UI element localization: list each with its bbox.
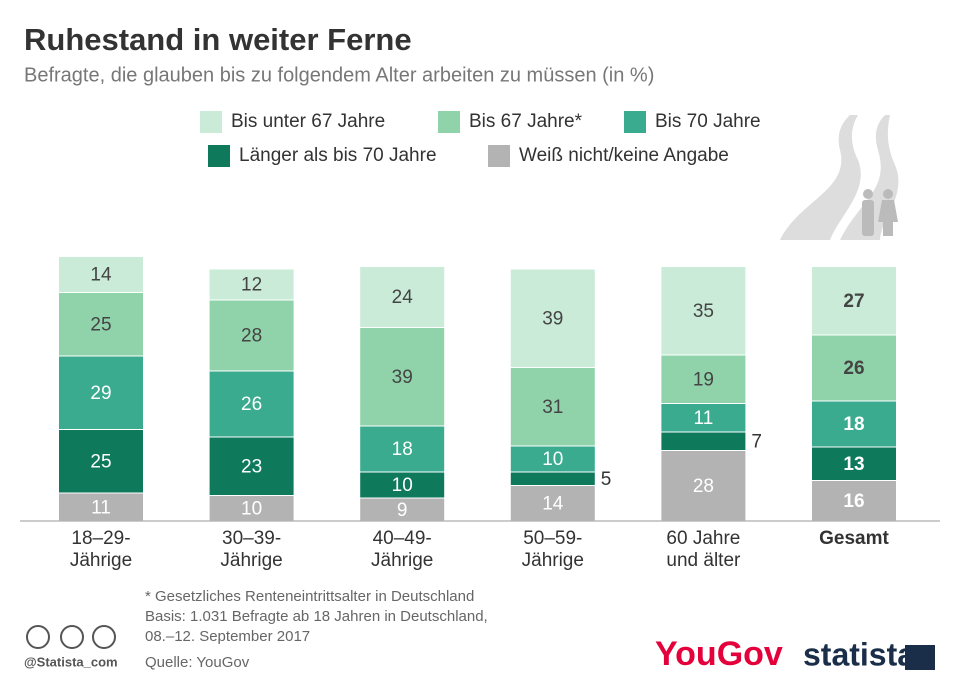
data-label: 23: [241, 456, 262, 477]
bar-segment: [510, 368, 595, 446]
cc-icons: [26, 625, 116, 649]
subtitle: Befragte, die glauben bis zu folgendem A…: [24, 64, 654, 86]
legend-swatch: [488, 145, 510, 167]
bar-segment: [360, 426, 445, 472]
data-label: 25: [90, 314, 111, 335]
bar-segment: [360, 328, 445, 426]
bar-segment: [59, 356, 143, 429]
legend-swatch: [200, 111, 222, 133]
x-tick-label: 18–29-Jährige: [69, 528, 133, 571]
data-label: 28: [241, 326, 262, 347]
bar-segment: [510, 486, 595, 521]
data-label: 29: [90, 383, 111, 404]
x-tick-label: 30–39-Jährige: [220, 528, 283, 571]
data-label: 18: [392, 439, 413, 460]
data-label: 10: [241, 499, 262, 520]
brand-statista: statista: [803, 636, 915, 672]
data-label: 10: [542, 449, 563, 470]
bar-segment: [812, 447, 896, 480]
data-label: 35: [693, 301, 714, 322]
data-label: 9: [397, 500, 408, 521]
data-label: 27: [843, 291, 864, 312]
bar-segment: [209, 300, 294, 371]
legend-label: Weiß nicht/keine Angabe: [519, 145, 729, 166]
bar-segment: [360, 267, 445, 327]
footnote: 08.–12. September 2017: [145, 628, 310, 645]
road-icon: [780, 115, 899, 240]
data-label: 26: [843, 358, 864, 379]
data-label: 26: [241, 394, 262, 415]
data-label: 25: [90, 451, 111, 472]
brand-yougov: YouGov: [655, 635, 783, 673]
bar-segment: [812, 267, 896, 335]
bar-segment: [360, 498, 445, 521]
bar-segment: [812, 335, 896, 401]
bar-segment: [661, 404, 746, 432]
data-label: 11: [694, 408, 714, 429]
bar-segment: [209, 437, 294, 495]
footnote: Basis: 1.031 Befragte ab 18 Jahren in De…: [145, 608, 488, 625]
bar-segment: [360, 472, 445, 498]
bar-segment: [661, 451, 746, 521]
bar-segment: [209, 269, 294, 300]
bar-segment: [812, 401, 896, 447]
legend-swatch: [208, 145, 230, 167]
data-label: 14: [542, 494, 564, 515]
legend-swatch: [438, 111, 460, 133]
bar-segment: [209, 371, 294, 437]
data-label: 24: [392, 287, 414, 308]
chart-title: Ruhestand in weiter Ferne: [24, 22, 412, 57]
bar-segment: [59, 430, 143, 493]
data-label: 31: [542, 397, 563, 418]
x-tick-label: Gesamt: [819, 528, 889, 549]
data-label: 12: [241, 275, 262, 296]
statista-logo-mark: [905, 645, 935, 670]
bar-segment: [812, 481, 896, 521]
data-label: 16: [843, 491, 864, 512]
data-label: 39: [542, 308, 563, 329]
bar-segment: [59, 257, 143, 292]
data-label: 28: [693, 476, 714, 497]
bar-segment: [209, 496, 294, 521]
bar-segment: [510, 472, 595, 485]
legend-label: Länger als bis 70 Jahre: [239, 145, 437, 166]
bar-segment: [661, 267, 746, 355]
x-tick-label: 60 Jahre und älter: [666, 528, 741, 571]
legend-swatch: [624, 111, 646, 133]
data-label: 19: [693, 369, 714, 390]
data-label: 39: [392, 367, 413, 388]
x-tick-label: 40–49-Jährige: [371, 528, 434, 571]
bar-segment: [661, 355, 746, 403]
data-label: 18: [843, 414, 864, 435]
legend-label: Bis 70 Jahre: [655, 111, 761, 132]
bar-segment: [510, 269, 595, 367]
data-label: 14: [90, 265, 112, 286]
data-label: 11: [91, 497, 111, 518]
bar-segment: [661, 432, 746, 450]
data-label: 13: [843, 454, 864, 475]
bar-segment: [59, 293, 143, 356]
bar-segment: [59, 493, 143, 521]
x-tick-label: 50–59-Jährige: [521, 528, 584, 571]
source: Quelle: YouGov: [145, 654, 250, 671]
legend-label: Bis unter 67 Jahre: [231, 111, 385, 132]
footnote: * Gesetzliches Renteneintrittsalter in D…: [145, 588, 474, 605]
data-label: 10: [392, 475, 413, 496]
data-label: 7: [751, 431, 762, 452]
bar-segment: [510, 446, 595, 472]
legend-label: Bis 67 Jahre*: [469, 111, 583, 132]
data-label: 5: [601, 469, 612, 490]
handle: @Statista_com: [24, 654, 118, 669]
